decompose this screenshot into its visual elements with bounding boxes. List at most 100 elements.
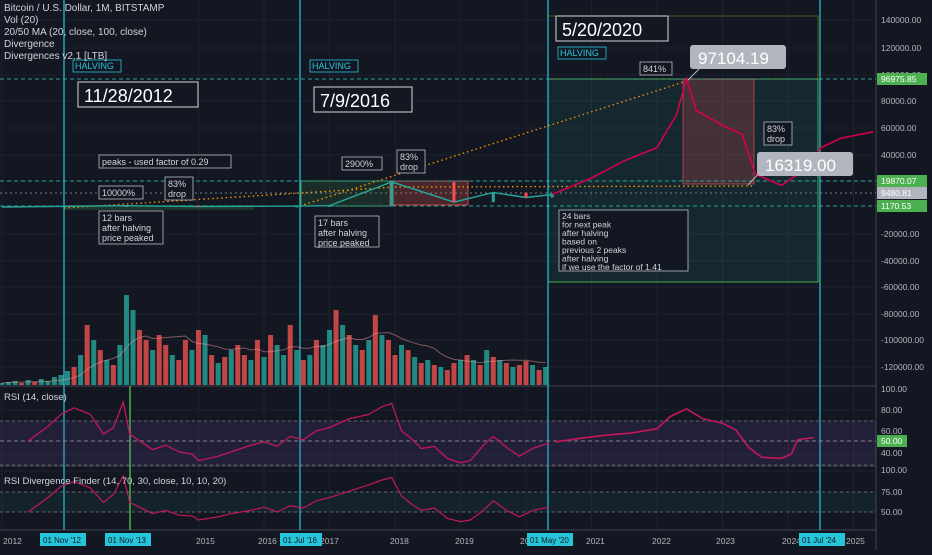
- price-label-text: 9480.81: [881, 188, 912, 198]
- bottom-callout-box[interactable]: [757, 152, 853, 176]
- time-marker-box: [105, 533, 151, 546]
- bars-text-2012-b: after halving: [102, 223, 151, 233]
- volume-bar: [313, 340, 319, 385]
- price-tick-label: 140000.00: [881, 15, 921, 25]
- volume-bar: [71, 367, 77, 385]
- bars-text-2020-g: if we use the factor of 1.41: [562, 262, 662, 272]
- price-candle: [550, 194, 554, 198]
- halving-label-2020: HALVING: [560, 48, 599, 58]
- time-tick-label: 2023: [716, 536, 735, 546]
- symbol-title[interactable]: Bitcoin / U.S. Dollar, 1M, BITSTAMP: [4, 3, 165, 14]
- halving-label-2016: HALVING: [312, 61, 351, 71]
- bars-box-2016: [314, 215, 380, 248]
- rally-box-2016[interactable]: [300, 180, 394, 207]
- volume-bar: [294, 350, 300, 385]
- price-label-text: 19870.07: [881, 176, 917, 186]
- price-line-history[interactable]: [1, 181, 553, 208]
- volume-bar: [248, 360, 254, 385]
- volume-ma-line: [1, 331, 546, 384]
- price-axis-background: [876, 0, 932, 550]
- rally-box-2012[interactable]: [64, 205, 254, 210]
- volume-bar: [196, 330, 201, 385]
- time-tick-label: 2012: [3, 536, 22, 546]
- halving-date-box-2020: [555, 15, 669, 42]
- volume-bar: [182, 340, 188, 385]
- volume-bar: [366, 340, 372, 385]
- volume-bar: [333, 310, 339, 385]
- pct-text-2020: 841%: [643, 64, 666, 74]
- price-tick-label: -80000.00: [881, 309, 920, 319]
- volume-bar: [353, 345, 359, 385]
- price-tick-label: -100000.00: [881, 335, 924, 345]
- volume-bar: [163, 345, 169, 385]
- time-tick-label: 2021: [586, 536, 605, 546]
- volume-bar: [261, 357, 267, 385]
- indicator-ma[interactable]: 20/50 MA (20, close, 100, close): [4, 27, 147, 38]
- time-tick-label: 2018: [390, 536, 409, 546]
- volume-bar: [425, 360, 431, 385]
- indicator-divergences-ltb[interactable]: Divergences v2.1 [LTB]: [4, 51, 108, 62]
- volume-bar: [510, 367, 516, 385]
- halving-label-2012: HALVING: [75, 61, 114, 71]
- volume-bar: [143, 340, 149, 385]
- peaks-factor-text: peaks - used factor of 0.29: [102, 157, 209, 167]
- volume-bar: [0, 383, 5, 385]
- trend-line-2012[interactable]: [63, 186, 396, 209]
- volume-bar: [169, 355, 175, 385]
- price-candle: [328, 205, 331, 207]
- drop-text-2012-a: 83%: [168, 179, 186, 189]
- volume-bar: [19, 383, 25, 385]
- drop-text-2016-b: drop: [400, 162, 418, 172]
- volume-bar: [176, 360, 182, 385]
- bars-text-2012-c: price peaked: [102, 233, 154, 243]
- price-candle: [390, 181, 394, 206]
- volume-bar: [392, 355, 398, 385]
- drop-text-2016-a: 83%: [400, 152, 418, 162]
- volume-bar: [385, 340, 391, 385]
- bars-text-2012-a: 12 bars: [102, 213, 133, 223]
- price-candle: [197, 205, 200, 207]
- time-tick-label: 2024: [782, 536, 801, 546]
- halving-date-2020: 5/20/2020: [562, 20, 642, 40]
- indicator-volume[interactable]: Vol (20): [4, 15, 39, 26]
- rsi-tick-label: 60.00: [881, 426, 903, 436]
- rsi-projection-line[interactable]: [555, 407, 815, 460]
- time-tick-label: 2022: [652, 536, 671, 546]
- volume-bar: [156, 335, 162, 385]
- volume-bar: [307, 355, 313, 385]
- time-axis[interactable]: 2012 2015 2016 2017 2018 2019 20 2021 2022 2023 20…: [3, 533, 865, 546]
- time-tick-label: 2025: [846, 536, 865, 546]
- volume-bar: [503, 363, 509, 385]
- indicator-divergence[interactable]: Divergence: [4, 39, 55, 50]
- div-pane-title[interactable]: RSI Divergence Finder (14, 70, 30, close…: [4, 476, 226, 487]
- trend-line-2016[interactable]: [299, 79, 691, 207]
- price-candle: [124, 205, 128, 207]
- volume-bar: [438, 367, 444, 385]
- volume-bar: [32, 382, 38, 385]
- div-rsi-line[interactable]: [27, 474, 550, 523]
- rsi-tick-label: 80.00: [881, 405, 903, 415]
- volume-bar: [104, 360, 110, 385]
- drop-text-2020-a: 83%: [767, 124, 785, 134]
- volume-bar: [405, 350, 411, 385]
- volume-bar: [451, 363, 457, 385]
- time-tick-label: 20: [520, 536, 530, 546]
- volume-bar: [300, 360, 306, 385]
- price-tick-label: -40000.00: [881, 256, 920, 266]
- drop-box-2020[interactable]: [682, 78, 755, 185]
- halving-date-box-2012: [77, 81, 199, 108]
- volume-bar: [137, 330, 143, 385]
- halving-date-box-2016: [313, 86, 413, 113]
- time-marker-label: 01 Nov '13: [108, 536, 147, 545]
- time-tick-label: 2016: [258, 536, 277, 546]
- price-candle: [452, 181, 456, 203]
- peak-callout-box[interactable]: [690, 45, 786, 69]
- rsi-line[interactable]: [27, 399, 550, 464]
- time-tick-label: 2017: [320, 536, 339, 546]
- volume-bar: [471, 360, 477, 385]
- price-label-text: 96975.85: [881, 74, 917, 84]
- rsi-pane-title[interactable]: RSI (14, close): [4, 392, 67, 403]
- price-tick-label: -20000.00: [881, 229, 920, 239]
